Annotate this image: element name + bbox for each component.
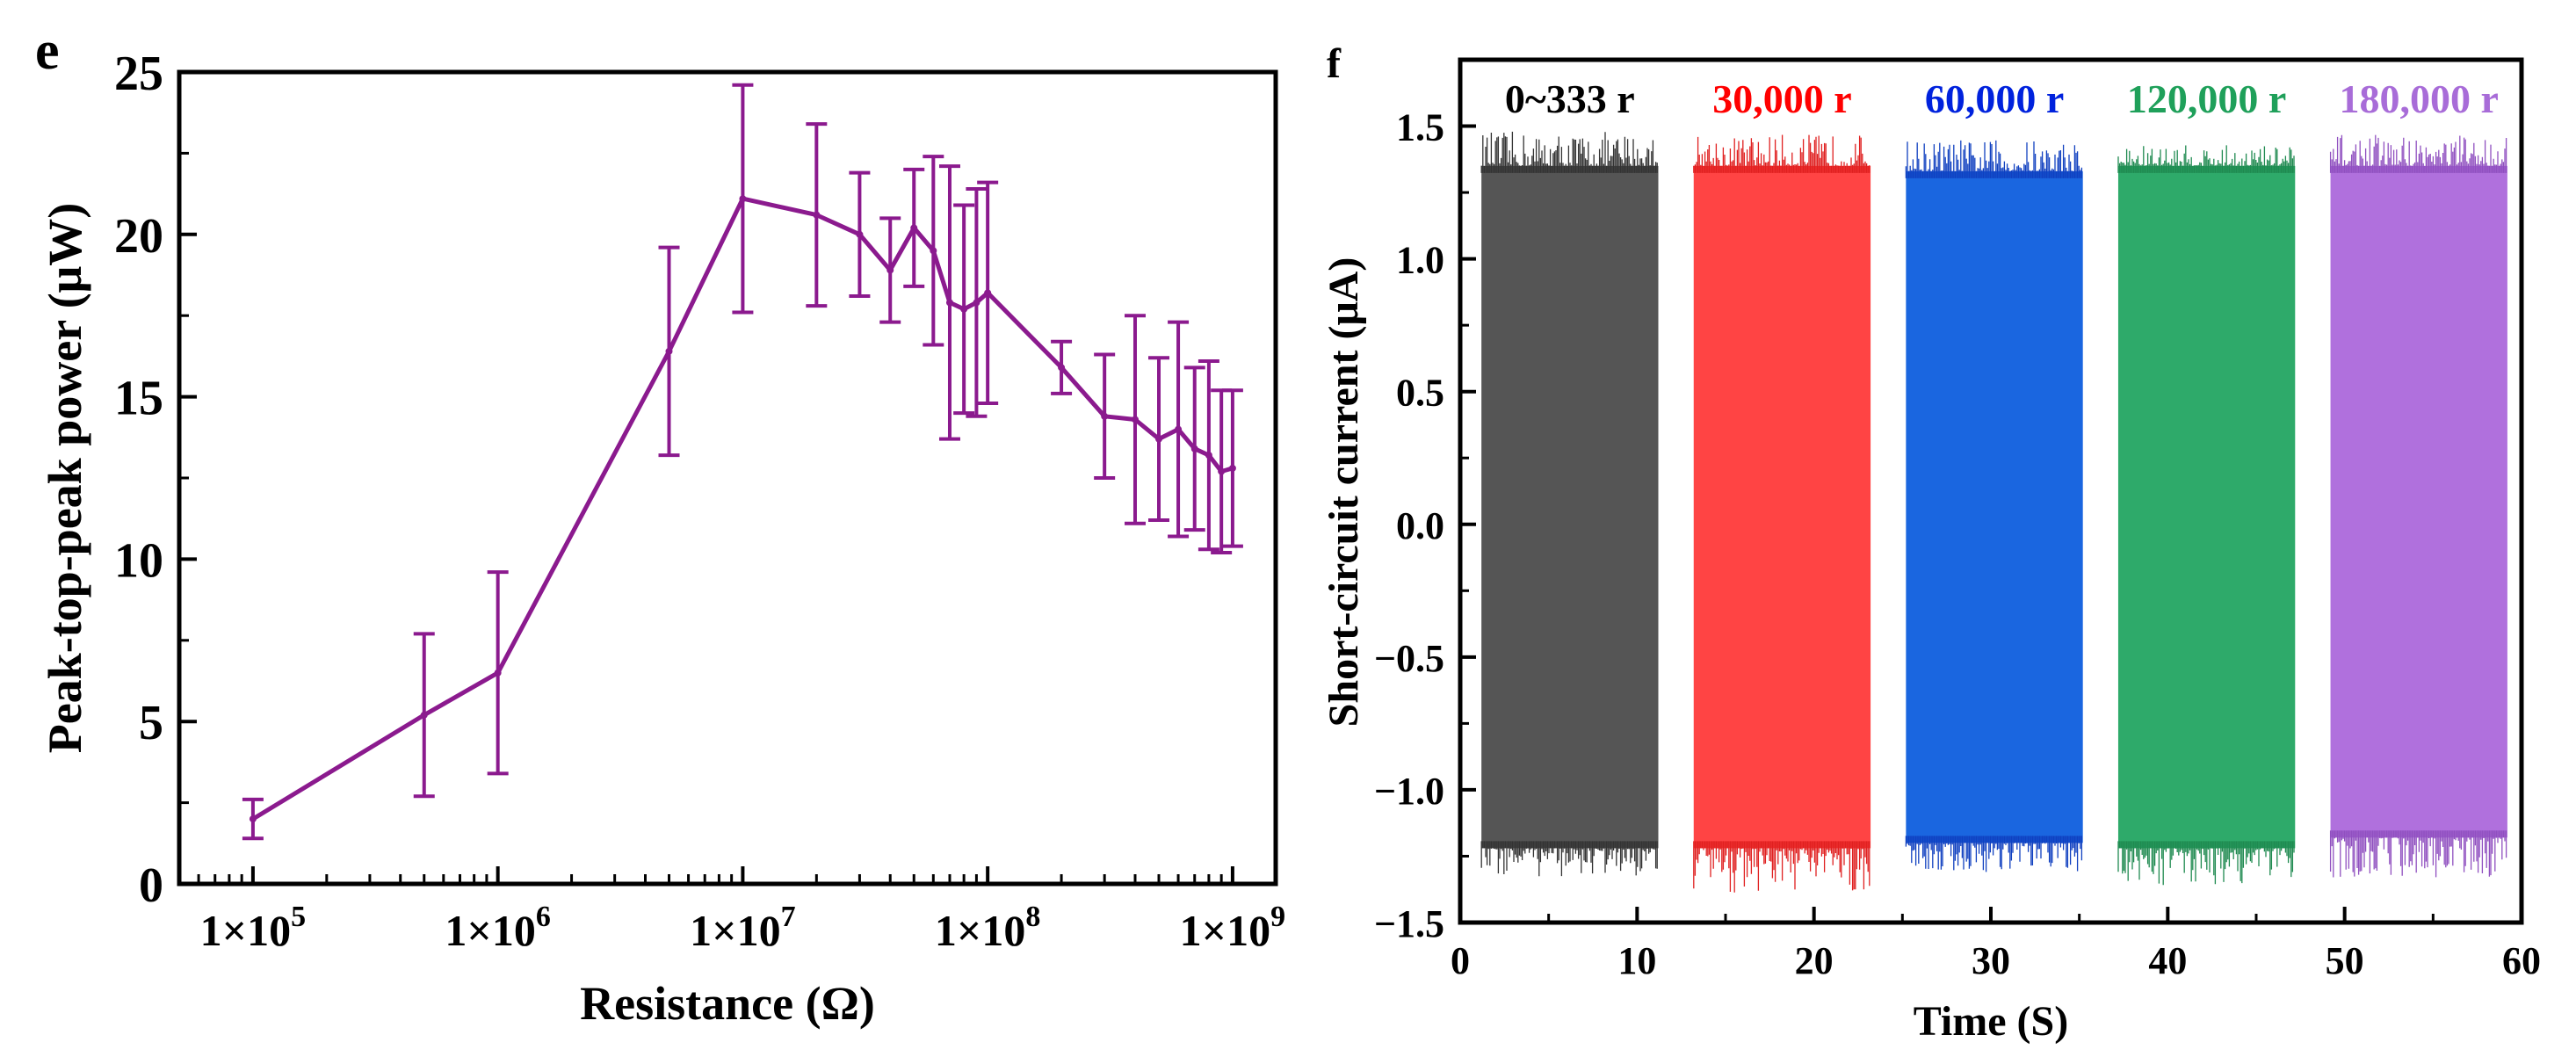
signal-block-body <box>1693 165 1871 849</box>
panel-label-f: f <box>1327 40 1342 87</box>
data-point <box>1155 435 1163 443</box>
signal-block <box>2329 134 2507 878</box>
data-point <box>886 266 894 274</box>
signal-block-body <box>2117 165 2296 849</box>
x-tick-label-exp: 5 <box>291 901 306 933</box>
data-point <box>945 299 953 307</box>
data-point <box>739 195 747 203</box>
y-tick-label-f: 1.0 <box>1396 239 1444 282</box>
legend-label: 30,000 r <box>1712 76 1851 121</box>
y-tick-label-e: 0 <box>139 858 163 913</box>
data-point <box>1175 425 1183 433</box>
y-tick-label-e: 10 <box>114 533 163 588</box>
y-tick-label-e: 20 <box>114 209 163 264</box>
signal-block-body <box>1906 170 2083 843</box>
signal-block <box>2117 145 2296 886</box>
x-tick-label-e: 1×109 <box>1180 901 1286 955</box>
data-point <box>1101 412 1109 420</box>
signal-block <box>1480 131 1659 877</box>
data-point <box>930 247 937 255</box>
x-tick-label-base: 1×10 <box>200 906 292 955</box>
data-point <box>420 711 428 719</box>
data-point <box>856 230 864 238</box>
signal-block <box>1905 140 2083 872</box>
signal-noise-bottom <box>2117 841 2295 886</box>
x-tick-label-f: 60 <box>2502 939 2541 982</box>
y-tick-label-f: −1.5 <box>1374 902 1444 945</box>
signal-noise-bottom <box>1693 841 1870 893</box>
x-tick-label-exp: 7 <box>781 901 796 933</box>
y-tick-label-f: −0.5 <box>1374 637 1444 680</box>
x-tick-label-e: 1×108 <box>935 901 1041 955</box>
data-point <box>960 305 968 313</box>
data-point <box>1218 467 1226 475</box>
y-tick-label-f: 1.5 <box>1396 106 1444 149</box>
signal-noise-top <box>1905 140 2083 178</box>
x-tick-label-exp: 9 <box>1270 901 1285 933</box>
y-tick-label-e: 25 <box>114 47 163 101</box>
legend-label: 180,000 r <box>2340 76 2499 121</box>
x-axis-label-e: Resistance (Ω) <box>580 977 875 1030</box>
x-tick-label-f: 10 <box>1617 939 1656 982</box>
data-point <box>813 211 821 219</box>
x-tick-label-base: 1×10 <box>935 906 1026 955</box>
x-tick-label-e: 1×106 <box>445 901 551 955</box>
y-tick-label-e: 15 <box>114 372 163 426</box>
data-point <box>1228 464 1236 472</box>
legend-label: 60,000 r <box>1925 76 2064 121</box>
data-point <box>1131 416 1139 423</box>
x-tick-label-f: 40 <box>2148 939 2187 982</box>
panel-f: f 1.51.00.50.0−0.5−1.0−1.50 10 20 30 40 50 60 … <box>1321 40 2541 1045</box>
signal-block <box>1693 134 1871 893</box>
y-tick-label-f: 0.5 <box>1396 372 1444 415</box>
data-point <box>249 815 257 823</box>
data-point <box>1058 364 1066 372</box>
signal-noise-bottom <box>1905 836 2083 872</box>
x-tick-label-exp: 8 <box>1025 901 1040 933</box>
signal-block-body <box>1481 165 1659 849</box>
x-tick-label-base: 1×10 <box>445 906 536 955</box>
data-point <box>494 669 502 677</box>
x-axis-label-f: Time (S) <box>1914 998 2068 1045</box>
y-axis-label-e: Peak-top-peak power (μW) <box>39 203 91 754</box>
x-tick-label-e: 1×107 <box>690 901 796 955</box>
x-tick-label-f: 0 <box>1451 939 1470 982</box>
x-tick-label-f: 20 <box>1795 939 1834 982</box>
signal-noise-bottom <box>1480 841 1658 877</box>
signal-block-body <box>2330 165 2507 838</box>
data-point <box>665 347 673 355</box>
x-tick-label-base: 1×10 <box>690 906 781 955</box>
x-tick-label-f: 50 <box>2326 939 2364 982</box>
data-point <box>910 224 918 232</box>
data-point <box>1205 452 1212 460</box>
y-tick-label-f: −1.0 <box>1374 770 1444 813</box>
signal-noise-top <box>2117 145 2295 173</box>
signal-noise-top <box>1480 131 1658 173</box>
data-point <box>973 299 980 307</box>
x-tick-label-f: 30 <box>1972 939 2010 982</box>
signal-noise-top <box>2329 134 2507 173</box>
signal-noise-bottom <box>2329 830 2507 878</box>
signal-noise-top <box>1693 134 1870 173</box>
x-tick-label-base: 1×10 <box>1180 906 1271 955</box>
legend-label: 0~333 r <box>1505 76 1635 121</box>
y-axis-label-f: Short-circuit current (μA) <box>1321 257 1367 727</box>
x-tick-label-exp: 6 <box>536 901 551 933</box>
y-tick-label-e: 5 <box>139 696 163 750</box>
x-tick-label-e: 1×105 <box>200 901 307 955</box>
y-tick-label-f: 0.0 <box>1396 504 1444 547</box>
data-point <box>984 289 992 297</box>
data-point <box>1190 445 1198 452</box>
legend-label: 120,000 r <box>2127 76 2286 121</box>
panel-label-e: e <box>35 21 60 81</box>
